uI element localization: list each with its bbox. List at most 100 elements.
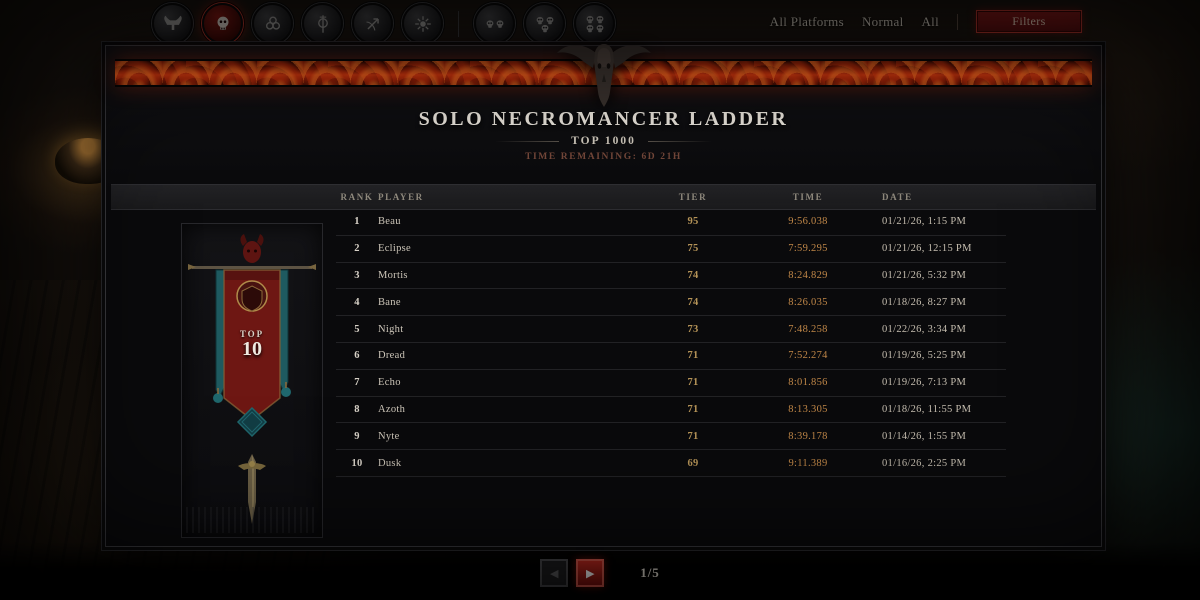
table-header-columns: RANK PLAYER TIER TIME DATE (336, 185, 1011, 209)
cell-player: Nyte (378, 430, 400, 442)
table-row[interactable]: 2 Eclipse 75 7:59.295 01/21/26, 12:15 PM (336, 236, 1006, 263)
class-filter-spiritborn[interactable] (402, 3, 443, 44)
demon-face-ornament (544, 38, 664, 115)
cell-date: 01/22/26, 3:34 PM (882, 323, 967, 335)
party-filter-group (474, 3, 615, 44)
filters-button[interactable]: Filters (976, 10, 1082, 33)
party-filter-3[interactable] (524, 3, 565, 44)
table-row[interactable]: 6 Dread 71 7:52.274 01/19/26, 5:25 PM (336, 343, 1006, 370)
cell-tier: 71 (687, 377, 699, 389)
party-filter-4[interactable] (574, 3, 615, 44)
cell-tier: 74 (687, 269, 699, 281)
cell-tier: 95 (687, 216, 699, 228)
cell-time: 9:11.389 (788, 457, 828, 469)
cell-tier: 71 (687, 403, 699, 415)
table-row[interactable]: 1 Beau 95 9:56.038 01/21/26, 1:15 PM (336, 209, 1006, 236)
filter-icon-row (152, 3, 615, 44)
scope-filter[interactable]: All (921, 13, 939, 29)
table-row[interactable]: 4 Bane 74 8:26.035 01/18/26, 8:27 PM (336, 289, 1006, 317)
cell-player: Echo (378, 377, 401, 389)
party-filter-2[interactable] (474, 3, 515, 44)
cell-time: 8:24.829 (788, 269, 828, 281)
cell-date: 01/16/26, 2:25 PM (882, 457, 967, 469)
cell-rank: 9 (354, 430, 360, 442)
ladder-subtitle: TOP 1000 (106, 135, 1101, 147)
cell-time: 8:13.305 (788, 403, 828, 415)
cell-player: Night (378, 323, 404, 335)
cell-date: 01/14/26, 1:55 PM (882, 430, 967, 442)
table-rows: 1 Beau 95 9:56.038 01/21/26, 1:15 PM 2 Eclipse… (336, 209, 1006, 477)
lilith-face-icon (556, 44, 651, 107)
right-arrow-icon: ▶ (585, 566, 595, 580)
class-filter-barbarian[interactable] (152, 3, 193, 44)
cell-tier: 73 (687, 323, 699, 335)
banner-rank-number: 10 (242, 338, 262, 360)
cell-date: 01/19/26, 5:25 PM (882, 350, 967, 362)
cell-time: 7:48.258 (788, 323, 828, 335)
cell-player: Bane (378, 296, 401, 308)
cell-player: Eclipse (378, 243, 412, 255)
topbar-divider (957, 13, 958, 30)
card-fringe (186, 507, 318, 533)
cell-rank: 7 (354, 377, 360, 389)
table-row[interactable]: 10 Dusk 69 9:11.389 01/16/26, 2:25 PM (336, 450, 1006, 477)
next-page-button[interactable]: ▶ (576, 559, 605, 587)
cell-time: 9:56.038 (788, 216, 828, 228)
column-header-date: DATE (882, 192, 913, 202)
cell-player: Dread (378, 350, 406, 362)
table-row[interactable]: 8 Azoth 71 8:13.305 01/18/26, 11:55 PM (336, 397, 1006, 424)
class-filter-druid[interactable] (252, 3, 293, 44)
top-filter-bar: All Platforms Normal All Filters (0, 0, 1200, 45)
column-header-player: PLAYER (378, 192, 424, 202)
time-remaining: TIME REMAINING: 6D 21H (525, 152, 682, 162)
table-row[interactable]: 3 Mortis 74 8:24.829 01/21/26, 5:32 PM (336, 263, 1006, 290)
topbar-right: All Platforms Normal All Filters (770, 10, 1082, 33)
class-filter-sorcerer[interactable] (302, 3, 343, 44)
cell-player: Mortis (378, 269, 408, 281)
class-filter-necromancer[interactable] (202, 3, 243, 44)
table-row[interactable]: 7 Echo 71 8:01.856 01/19/26, 7:13 PM (336, 370, 1006, 397)
top10-banner-card: TOP 10 (181, 223, 323, 538)
cell-tier: 69 (687, 457, 699, 469)
rogue-class-icon (366, 17, 379, 31)
filter-group-divider (458, 10, 459, 37)
class-filter-group (152, 3, 443, 44)
cell-date: 01/21/26, 12:15 PM (882, 243, 972, 255)
column-header-rank: RANK (340, 192, 374, 202)
barbarian-class-icon (163, 15, 182, 30)
banner-top-label: TOP (239, 329, 265, 339)
mode-filter[interactable]: Normal (861, 13, 904, 29)
cell-tier: 71 (687, 430, 699, 442)
cell-date: 01/19/26, 7:13 PM (882, 377, 967, 389)
ladder-title: SOLO NECROMANCER LADDER (418, 108, 789, 130)
cell-time: 8:01.856 (788, 377, 828, 389)
cell-date: 01/18/26, 8:27 PM (882, 296, 967, 308)
page-count: 1/5 (640, 565, 660, 580)
table-row[interactable]: 5 Night 73 7:48.258 01/22/26, 3:34 PM (336, 316, 1006, 343)
ladder-panel: SOLO NECROMANCER LADDER TOP 1000 TIME RE… (105, 44, 1102, 547)
banner-graphic: TOP 10 (182, 230, 322, 450)
cell-rank: 1 (354, 216, 360, 228)
prev-page-button[interactable]: ◀ (540, 559, 569, 587)
cell-player: Dusk (378, 457, 402, 469)
cell-time: 8:26.035 (788, 296, 828, 308)
cell-rank: 2 (354, 243, 360, 255)
cell-player: Azoth (378, 403, 406, 415)
druid-class-icon (265, 16, 280, 30)
cell-tier: 71 (687, 350, 699, 362)
platform-filter[interactable]: All Platforms (769, 13, 844, 29)
pagination: ◀ ▶ 1/5 (0, 559, 1200, 587)
cell-date: 01/18/26, 11:55 PM (882, 403, 972, 415)
cell-time: 7:59.295 (788, 243, 828, 255)
cell-player: Beau (378, 216, 401, 228)
spiritborn-class-icon (414, 15, 431, 32)
cell-rank: 8 (354, 403, 360, 415)
table-row[interactable]: 9 Nyte 71 8:39.178 01/14/26, 1:55 PM (336, 423, 1006, 451)
four-skulls-icon (586, 15, 603, 32)
cell-rank: 6 (354, 350, 360, 362)
cell-date: 01/21/26, 1:15 PM (882, 216, 967, 228)
necromancer-class-icon (217, 16, 228, 30)
class-filter-rogue[interactable] (352, 3, 393, 44)
cell-rank: 10 (351, 457, 363, 469)
sword-ornament-icon (238, 454, 266, 524)
